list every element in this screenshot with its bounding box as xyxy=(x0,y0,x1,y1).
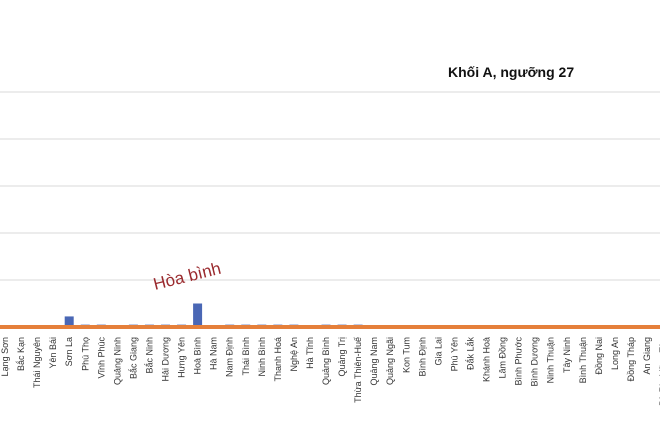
x-tick-label: Hoà Bình xyxy=(193,337,203,375)
x-tick-label: Khánh Hoà xyxy=(482,337,492,382)
x-tick-label: Đắk Lắk xyxy=(465,337,475,371)
x-tick-label: Bắc Kạn xyxy=(16,337,26,371)
x-tick-label: Nam Định xyxy=(225,337,235,377)
x-tick-label: An Giang xyxy=(642,337,652,375)
x-tick-label: Nghệ An xyxy=(289,337,299,372)
x-tick-label: Đồng Nai xyxy=(594,337,604,375)
x-tick-label: Phú Yên xyxy=(449,337,459,371)
x-tick-label: Gia Lai xyxy=(433,337,443,366)
x-tick-label: Ninh Thuận xyxy=(546,337,556,383)
x-tick-label: Hà Nam xyxy=(209,337,219,370)
bars xyxy=(64,303,363,327)
x-tick-label: Yên Bái xyxy=(48,337,58,369)
x-tick-label: Thái Bình xyxy=(241,337,251,376)
x-tick-label: Quảng Ninh xyxy=(112,337,122,385)
x-tick-label: Hưng Yên xyxy=(177,337,187,378)
x-tick-label: Thái Nguyên xyxy=(32,337,42,388)
x-tick-label: Quảng Trị xyxy=(337,337,347,377)
x-tick-label: Thanh Hoá xyxy=(273,337,283,382)
x-tick-label: Quảng Nam xyxy=(369,337,379,386)
x-tick-label: Quảng Ngãi xyxy=(385,337,395,385)
x-tick-label: Lâm Đồng xyxy=(498,337,508,379)
x-tick-label: Long An xyxy=(610,337,620,370)
x-tick-label: Bắc Giang xyxy=(128,337,138,379)
x-tick-labels: Lạng Sơn Bắc Kạn Thái Nguyên Yên Bái Sơn La P… xyxy=(0,337,660,406)
x-tick-label: Hải Dương xyxy=(161,337,171,381)
x-tick-label: Bình Thuận xyxy=(578,337,588,383)
x-tick-label: Thừa Thiên-Huế xyxy=(353,337,363,403)
x-tick-label: Lạng Sơn xyxy=(0,337,10,376)
x-tick-label: Phú Thọ xyxy=(80,337,90,371)
x-tick-label: Kon Tum xyxy=(401,337,411,373)
x-tick-label: Hà Tĩnh xyxy=(305,337,315,369)
x-tick-label: Bình Định xyxy=(417,337,427,377)
x-tick-label: Đồng Tháp xyxy=(626,337,636,381)
x-tick-label: Quảng Bình xyxy=(321,337,331,385)
x-tick-label: Bắc Ninh xyxy=(144,337,154,374)
x-tick-label: Tây Ninh xyxy=(562,337,572,373)
x-tick-label: Bình Phước xyxy=(514,337,524,386)
x-tick-label: Bà Rịa-Vũng Tàu xyxy=(658,337,660,406)
bar xyxy=(64,316,74,327)
chart-title: Khối A, ngưỡng 27 xyxy=(448,64,574,80)
bar xyxy=(193,303,203,327)
x-tick-label: Vĩnh Phúc xyxy=(96,337,106,379)
x-tick-label: Sơn La xyxy=(64,337,74,366)
annotation-hoa-binh: Hòa bình xyxy=(151,259,223,294)
gridlines xyxy=(0,91,660,328)
x-tick-label: Bình Dương xyxy=(530,337,540,386)
x-tick-label: Ninh Bình xyxy=(257,337,267,377)
